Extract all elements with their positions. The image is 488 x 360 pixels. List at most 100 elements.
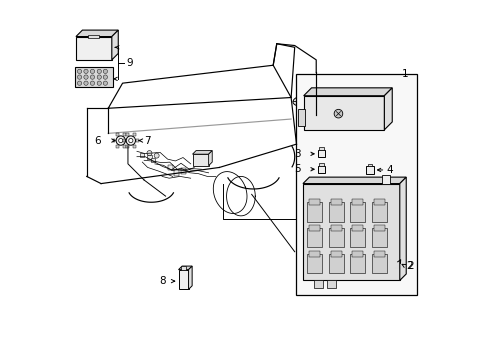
Bar: [122, 133, 125, 136]
Text: 1: 1: [402, 69, 408, 79]
Bar: [328, 202, 343, 222]
Circle shape: [103, 75, 107, 79]
Circle shape: [90, 81, 94, 85]
Bar: [306, 228, 322, 247]
Polygon shape: [178, 270, 188, 289]
Text: 5: 5: [294, 164, 301, 174]
Circle shape: [333, 109, 342, 118]
Bar: [317, 166, 325, 173]
Bar: [151, 158, 155, 162]
Circle shape: [90, 75, 94, 79]
Circle shape: [77, 69, 81, 73]
Bar: [140, 153, 144, 157]
Polygon shape: [76, 37, 112, 60]
Bar: [168, 165, 173, 170]
Circle shape: [97, 81, 101, 85]
Bar: [309, 199, 320, 206]
Bar: [296, 74, 416, 295]
Bar: [309, 251, 320, 257]
Circle shape: [126, 136, 135, 145]
Bar: [174, 170, 179, 176]
Text: 2: 2: [406, 261, 413, 271]
Circle shape: [103, 81, 107, 85]
Polygon shape: [76, 30, 118, 37]
Bar: [112, 139, 115, 142]
Ellipse shape: [292, 96, 306, 106]
Bar: [306, 202, 322, 222]
Circle shape: [119, 139, 122, 143]
Bar: [367, 163, 371, 166]
Bar: [330, 225, 341, 231]
Bar: [373, 199, 384, 206]
Bar: [330, 199, 341, 206]
Bar: [371, 228, 386, 247]
Text: 7: 7: [144, 136, 150, 145]
Circle shape: [103, 69, 107, 73]
Bar: [181, 266, 185, 270]
Bar: [298, 109, 304, 126]
Polygon shape: [399, 177, 406, 280]
Circle shape: [116, 136, 125, 145]
Circle shape: [77, 75, 81, 79]
Circle shape: [128, 139, 133, 143]
Bar: [75, 67, 113, 87]
Circle shape: [90, 69, 94, 73]
Bar: [126, 145, 128, 148]
Bar: [122, 145, 125, 148]
Bar: [126, 133, 128, 136]
Bar: [319, 163, 323, 166]
Text: 9: 9: [126, 58, 133, 68]
Bar: [371, 253, 386, 273]
Polygon shape: [303, 177, 406, 184]
Bar: [326, 280, 335, 288]
Bar: [314, 280, 323, 288]
Bar: [328, 228, 343, 247]
Bar: [328, 253, 343, 273]
Bar: [352, 251, 363, 257]
Bar: [330, 251, 341, 257]
Bar: [181, 168, 185, 174]
Bar: [88, 35, 99, 39]
Bar: [116, 145, 119, 148]
Polygon shape: [188, 266, 192, 289]
Polygon shape: [303, 96, 384, 130]
Polygon shape: [303, 184, 399, 280]
Polygon shape: [384, 88, 391, 130]
Bar: [349, 228, 365, 247]
Bar: [309, 225, 320, 231]
Bar: [373, 225, 384, 231]
Circle shape: [97, 69, 101, 73]
Text: 2: 2: [406, 261, 412, 271]
Bar: [126, 139, 129, 142]
Circle shape: [83, 81, 88, 85]
Bar: [381, 175, 389, 184]
Circle shape: [83, 75, 88, 79]
Bar: [147, 154, 151, 159]
Text: 6: 6: [94, 136, 101, 145]
Polygon shape: [192, 150, 212, 154]
Bar: [352, 199, 363, 206]
Circle shape: [77, 81, 81, 85]
Polygon shape: [303, 88, 391, 96]
Circle shape: [83, 69, 88, 73]
Bar: [319, 147, 323, 150]
Polygon shape: [192, 154, 208, 166]
Bar: [306, 253, 322, 273]
Bar: [349, 202, 365, 222]
Bar: [371, 202, 386, 222]
Bar: [136, 139, 139, 142]
Bar: [366, 166, 373, 174]
Bar: [116, 133, 119, 136]
Bar: [133, 145, 135, 148]
Text: 4: 4: [386, 165, 393, 175]
Bar: [317, 150, 325, 157]
Bar: [352, 225, 363, 231]
Circle shape: [154, 153, 159, 158]
Circle shape: [97, 75, 101, 79]
Polygon shape: [112, 30, 118, 60]
Bar: [349, 253, 365, 273]
Bar: [133, 133, 135, 136]
Bar: [122, 139, 125, 142]
Bar: [373, 251, 384, 257]
Circle shape: [147, 150, 152, 156]
